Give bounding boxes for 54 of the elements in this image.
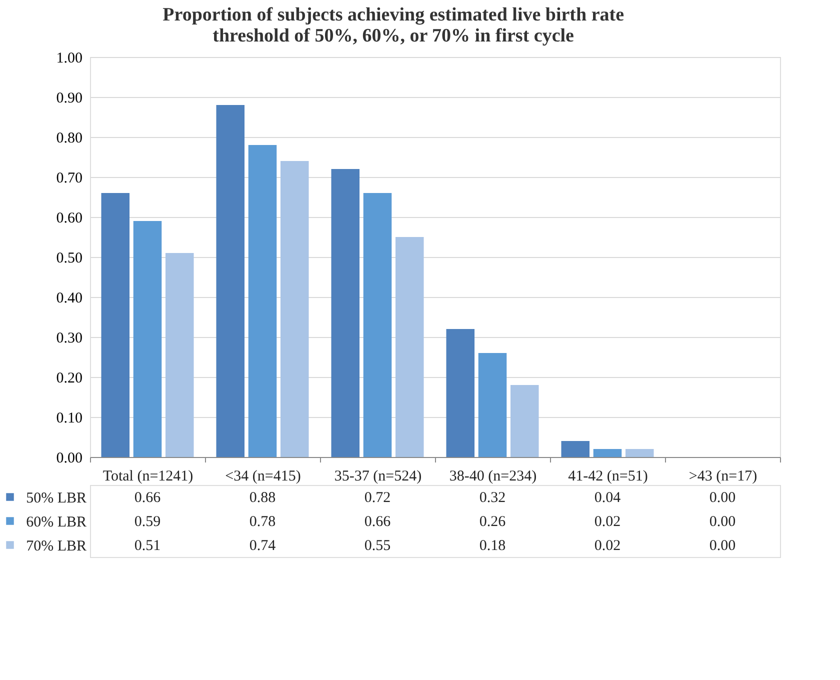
data-label: 0.74 — [249, 538, 276, 554]
data-label: 0.72 — [364, 490, 391, 506]
x-tick-label: <34 (n=415) — [225, 468, 301, 484]
bar — [395, 237, 424, 457]
x-tick-label: 35-37 (n=524) — [334, 468, 422, 484]
y-tick-label: 0.90 — [56, 90, 82, 106]
data-label: 0.51 — [134, 538, 161, 554]
bar — [280, 161, 309, 457]
legend-label: 60% LBR — [26, 514, 86, 530]
data-label: 0.02 — [594, 538, 621, 554]
y-tick-label: 0.20 — [56, 370, 82, 386]
bar — [510, 385, 539, 457]
bar — [446, 329, 475, 457]
data-label: 0.04 — [594, 490, 622, 506]
y-tick-label: 1.00 — [56, 50, 82, 66]
bar — [216, 105, 245, 457]
bar — [363, 193, 392, 457]
y-tick-label: 0.60 — [56, 210, 82, 226]
bar — [331, 169, 360, 457]
y-tick-label: 0.40 — [56, 290, 82, 306]
data-label: 0.66 — [134, 490, 162, 506]
bar — [593, 449, 622, 457]
bar — [248, 145, 277, 457]
data-label: 0.02 — [594, 514, 621, 530]
bar — [561, 441, 590, 457]
bar — [478, 353, 507, 457]
legend-label: 70% LBR — [26, 538, 86, 554]
data-label: 0.88 — [249, 490, 276, 506]
x-tick-label: >43 (n=17) — [688, 468, 758, 484]
data-label: 0.00 — [709, 538, 736, 554]
data-label: 0.78 — [249, 514, 276, 530]
data-label: 0.66 — [364, 514, 392, 530]
data-label: 0.00 — [709, 490, 736, 506]
data-label: 0.18 — [479, 538, 506, 554]
y-tick-label: 0.50 — [56, 250, 82, 266]
bar — [101, 193, 130, 457]
legend-label: 50% LBR — [26, 490, 86, 506]
data-label: 0.55 — [364, 538, 391, 554]
bar — [133, 221, 162, 457]
bar — [165, 253, 194, 457]
chart-title: Proportion of subjects achieving estimated live birth rate threshold of 50%, 60%, or 70% in first cycle — [162, 4, 624, 46]
data-label: 0.26 — [479, 514, 506, 530]
y-tick-label: 0.00 — [56, 450, 82, 466]
x-tick-label: 41-42 (n=51) — [568, 468, 648, 484]
data-label: 0.59 — [134, 514, 161, 530]
y-tick-label: 0.70 — [56, 170, 82, 186]
data-label: 0.00 — [709, 514, 736, 530]
x-tick-label: 38-40 (n=234) — [449, 468, 537, 484]
y-tick-label: 0.30 — [56, 330, 82, 346]
y-tick-label: 0.80 — [56, 130, 82, 146]
data-label: 0.32 — [479, 490, 506, 506]
bar — [625, 449, 654, 457]
x-tick-label: Total (n=1241) — [102, 468, 194, 484]
y-tick-label: 0.10 — [56, 410, 82, 426]
